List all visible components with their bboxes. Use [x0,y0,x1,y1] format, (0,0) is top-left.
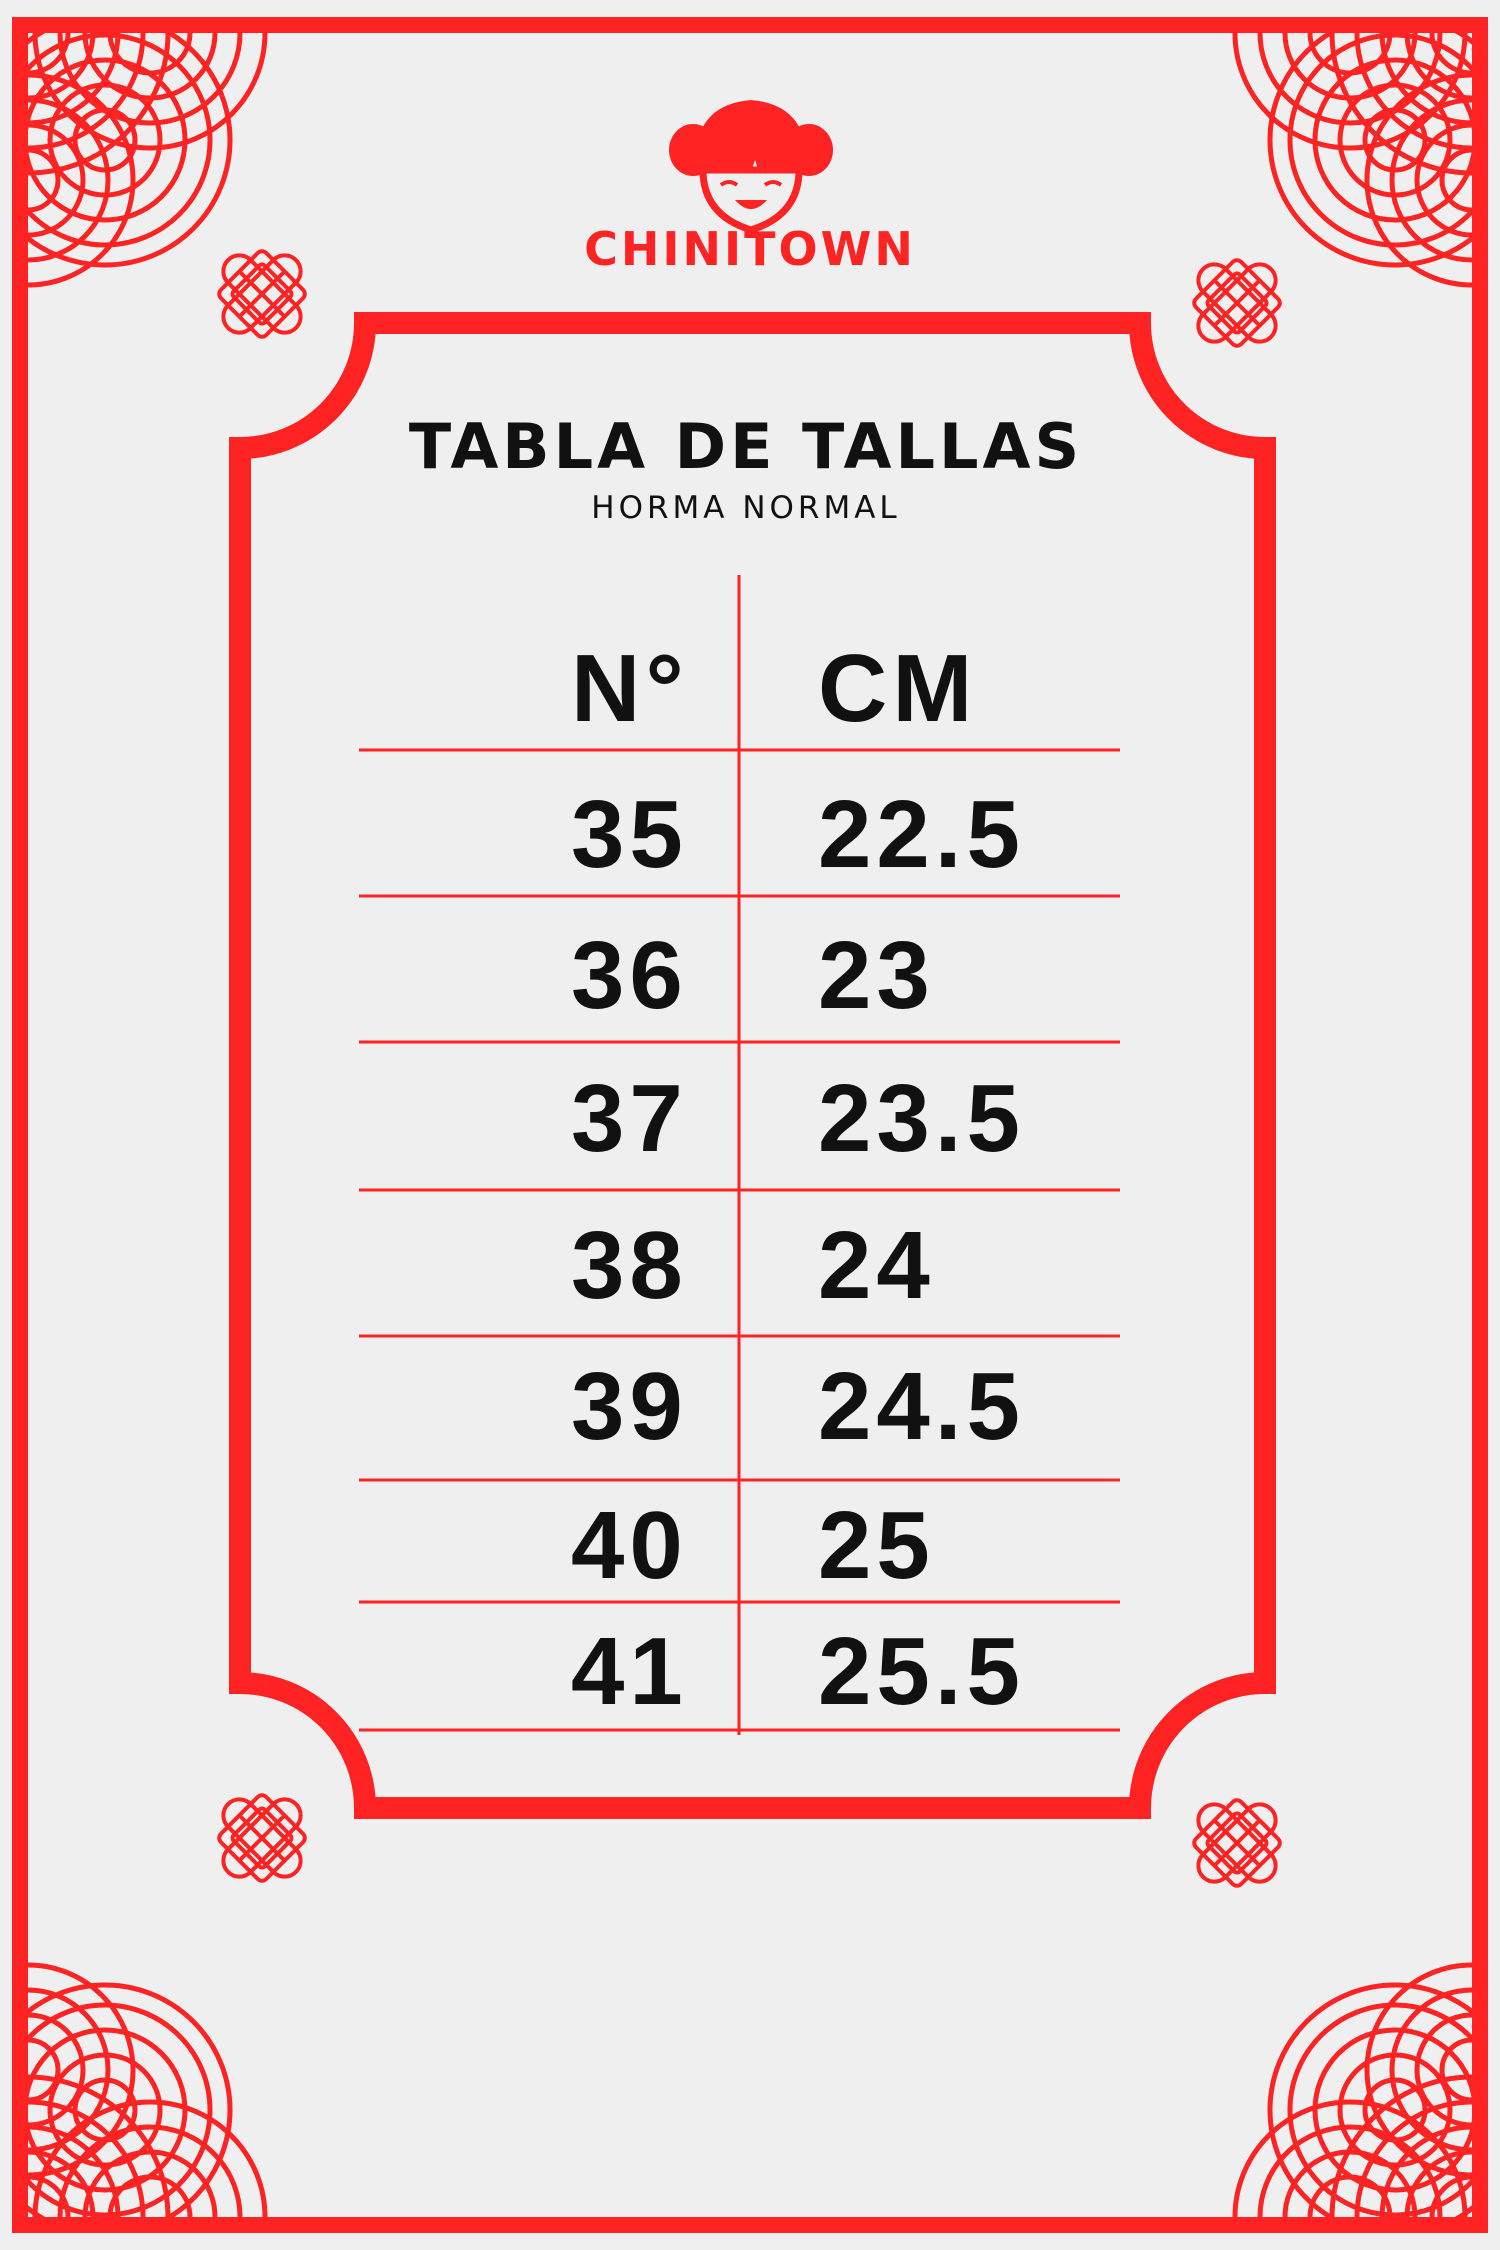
cm-cell: 25.5 [818,1618,1025,1725]
page-subtitle: HORMA NORMAL [591,490,901,526]
cm-cell: 24 [818,1212,935,1319]
outer-border [12,17,1488,2233]
page-title: TABLA DE TALLAS [408,410,1084,483]
smiling-girl-face-icon [669,100,833,234]
cm-cell: 23.5 [818,1065,1025,1172]
cm-cell: 23 [818,922,935,1029]
cm-cell: 22.5 [818,781,1025,888]
knot-icon-bl [192,1768,332,1908]
size-cell: 41 [571,1618,688,1725]
size-cell: 35 [571,781,688,888]
inner-frame [229,312,1276,1819]
brand-name: CHINITOWN [584,222,916,276]
corner-waves-bottom-right [1235,1965,1500,2250]
size-cell: 36 [571,922,688,1029]
size-cell: 39 [571,1353,688,1460]
column-header-size: N° [571,635,689,742]
cm-cell: 25 [818,1492,935,1599]
knot-icon-br [1167,1773,1307,1913]
size-cell: 40 [571,1492,688,1599]
cm-cell: 24.5 [818,1353,1025,1460]
corner-waves-bottom-left [0,1965,265,2250]
table-grid [359,575,1120,1735]
column-header-cm: CM [818,635,978,742]
size-cell: 38 [571,1212,688,1319]
size-cell: 37 [571,1065,688,1172]
